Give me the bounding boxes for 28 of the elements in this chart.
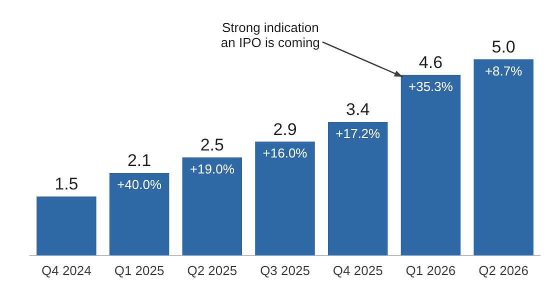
- text: Strong indication an IPO is coming: [220, 20, 320, 50]
- annotation: +35.3%: [408, 79, 454, 94]
- data-label: 2.5: [200, 136, 224, 155]
- bar: [36, 196, 96, 256]
- annotation: +17.2%: [336, 126, 381, 142]
- x-tick-label: Q2 2025: [187, 262, 238, 278]
- annotation: +40.0%: [117, 177, 162, 192]
- bar: [109, 173, 170, 256]
- data-label: 2.1: [127, 151, 152, 170]
- data-label: 3.4: [346, 100, 370, 120]
- data-label: 2.9: [273, 120, 297, 139]
- x-tick-label: Q2 2026: [478, 262, 529, 278]
- annotation: +19.0%: [190, 161, 235, 176]
- bar: [328, 122, 388, 256]
- data-label: 4.6: [418, 53, 443, 72]
- bar: [182, 157, 242, 256]
- bar: [400, 74, 461, 256]
- x-tick-label: Q4 2024: [41, 262, 92, 278]
- x-tick-label: Q1 2026: [406, 262, 456, 278]
- x-tick-label: Q4 2025: [332, 262, 383, 278]
- x-tick-label: Q1 2025: [114, 262, 164, 278]
- bar: [474, 59, 534, 256]
- data-label: 1.5: [54, 174, 78, 194]
- bar: [255, 142, 315, 256]
- annotation: +8.7%: [484, 63, 523, 78]
- x-tick-label: Q3 2025: [260, 262, 310, 278]
- data-label: 5.0: [492, 37, 516, 56]
- annotation: +16.0%: [262, 146, 308, 161]
